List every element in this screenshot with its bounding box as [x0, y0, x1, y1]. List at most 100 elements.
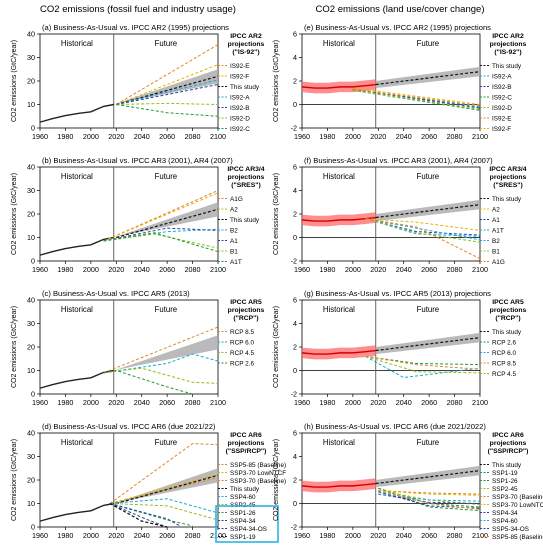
legend-entry: SSP3-70 LowNTCF [492, 502, 543, 509]
chart-title: (d) Business-As-Usual vs. IPCC AR6 (due … [42, 422, 216, 431]
region-label-future: Future [417, 305, 440, 314]
legend-entry: RCP 8.5 [492, 361, 516, 368]
series-line [103, 232, 219, 253]
y-tick-label: 4 [293, 452, 297, 461]
series-line [375, 71, 481, 86]
legend-entry: RCP 4.5 [492, 371, 516, 378]
series-line [109, 477, 219, 504]
x-tick-label: 2040 [396, 265, 412, 274]
y-tick-label: 4 [293, 53, 297, 62]
legend-entry: SSP5-34-OS [492, 526, 529, 533]
chart-title: (b) Business-As-Usual vs. IPCC AR3 (2001… [42, 156, 233, 165]
legend-entry: RCP 4.5 [230, 350, 254, 357]
legend-title: ("IS-92") [494, 49, 521, 56]
region-label-future: Future [417, 438, 440, 447]
legend-entry: B1 [230, 249, 238, 256]
y-tick-label: 0 [293, 366, 297, 375]
legend-entry: IS92-A [492, 74, 512, 81]
x-tick-label: 1980 [319, 531, 335, 540]
legend-title: IPCC AR6 [230, 432, 262, 439]
series-line [352, 87, 481, 105]
legend-entry: RCP 2.6 [230, 361, 254, 368]
legend-entry: A1 [230, 238, 238, 245]
legend-title: projections [490, 41, 527, 48]
observed-emissions-line [39, 502, 114, 522]
legend-entry: RCP 8.5 [230, 329, 254, 336]
x-tick-label: 1980 [319, 265, 335, 274]
legend-title: IPCC AR2 [230, 33, 262, 40]
series-line [116, 474, 219, 505]
series-line [103, 227, 219, 242]
series-line [365, 218, 481, 260]
x-tick-label: 2100 [472, 531, 488, 540]
x-tick-label: 2060 [421, 132, 437, 141]
x-tick-label: 2080 [447, 132, 463, 141]
series-line [375, 337, 481, 352]
y-tick-label: 6 [293, 163, 297, 172]
legend-entry: IS92-C [230, 126, 250, 133]
x-tick-label: 2040 [134, 398, 150, 407]
legend-entry: A1G [230, 196, 243, 203]
legend-entry: This study [230, 486, 260, 493]
region-label-future: Future [155, 39, 178, 48]
legend-title: ("SSP/RCP") [226, 448, 267, 455]
y-tick-label: 30 [27, 452, 35, 461]
legend-entry: This study [492, 196, 522, 203]
x-tick-label: 2040 [134, 531, 150, 540]
series-line [109, 503, 193, 527]
legend-entry: IS92-A [230, 95, 250, 102]
y-axis-label: CO2 emissions (GtC/year) [273, 439, 280, 521]
legend-entry: B2 [492, 238, 500, 245]
legend-title: projections [490, 174, 527, 181]
y-axis-label: CO2 emissions (GtC/year) [11, 40, 18, 122]
region-label-historical: Historical [323, 39, 355, 48]
y-tick-label: 20 [27, 343, 35, 352]
legend-entry: This study [230, 84, 260, 91]
y-tick-label: 2 [293, 476, 297, 485]
y-tick-label: 40 [27, 296, 35, 305]
legend-entry: IS92-F [492, 126, 511, 133]
legend-title: projections [490, 307, 527, 314]
legend-entry: A2 [492, 207, 500, 214]
legend-entry: SSP1-26 [492, 478, 518, 485]
x-tick-label: 2080 [447, 265, 463, 274]
series-line [365, 218, 481, 243]
y-axis-label: CO2 emissions (GtC/year) [11, 173, 18, 255]
series-line [365, 355, 481, 370]
series-line [375, 204, 481, 219]
legend-entry: SSP5-85 (Baseline) [492, 534, 543, 541]
x-tick-label: 1980 [57, 265, 73, 274]
series-line [365, 218, 481, 231]
chart-panel-f: (f) Business-As-Usual vs. IPCC AR3 (2001… [273, 156, 527, 274]
y-tick-label: 10 [27, 366, 35, 375]
right-column-header: CO2 emissions (land use/cover change) [316, 4, 485, 15]
legend-entry: A1T [492, 228, 504, 235]
observed-emissions-line [39, 103, 114, 123]
series-line [378, 490, 481, 496]
legend-entry: SSP5-85 (Baseline) [230, 462, 286, 469]
series-line [116, 64, 219, 105]
series-line [109, 498, 219, 514]
y-tick-label: 0 [31, 124, 35, 133]
y-axis-label: CO2 emissions (GtC/year) [11, 439, 18, 521]
observed-emissions-line [39, 236, 114, 256]
legend-title: ("SSP/RCP") [488, 448, 529, 455]
legend-entry: SSP2-45 [492, 486, 518, 493]
legend-title: IPCC AR5 [230, 299, 262, 306]
x-tick-label: 2000 [83, 398, 99, 407]
series-line [116, 75, 219, 106]
x-tick-label: 2020 [370, 265, 386, 274]
x-tick-label: 2100 [210, 132, 226, 141]
legend-entry: SSP3-70 LowNTCF [230, 470, 286, 477]
x-tick-label: 2060 [421, 531, 437, 540]
chart-panel-c: (c) Business-As-Usual vs. IPCC AR5 (2013… [11, 289, 265, 407]
series-line [116, 84, 219, 105]
y-tick-label: 2 [293, 343, 297, 352]
x-tick-label: 2000 [345, 398, 361, 407]
y-tick-label: 6 [293, 296, 297, 305]
this-study-uncertainty-band [113, 468, 218, 504]
x-tick-label: 1980 [319, 398, 335, 407]
region-label-future: Future [155, 305, 178, 314]
highlight-box [215, 505, 279, 543]
y-axis-label: CO2 emissions (GtC/year) [11, 306, 18, 388]
